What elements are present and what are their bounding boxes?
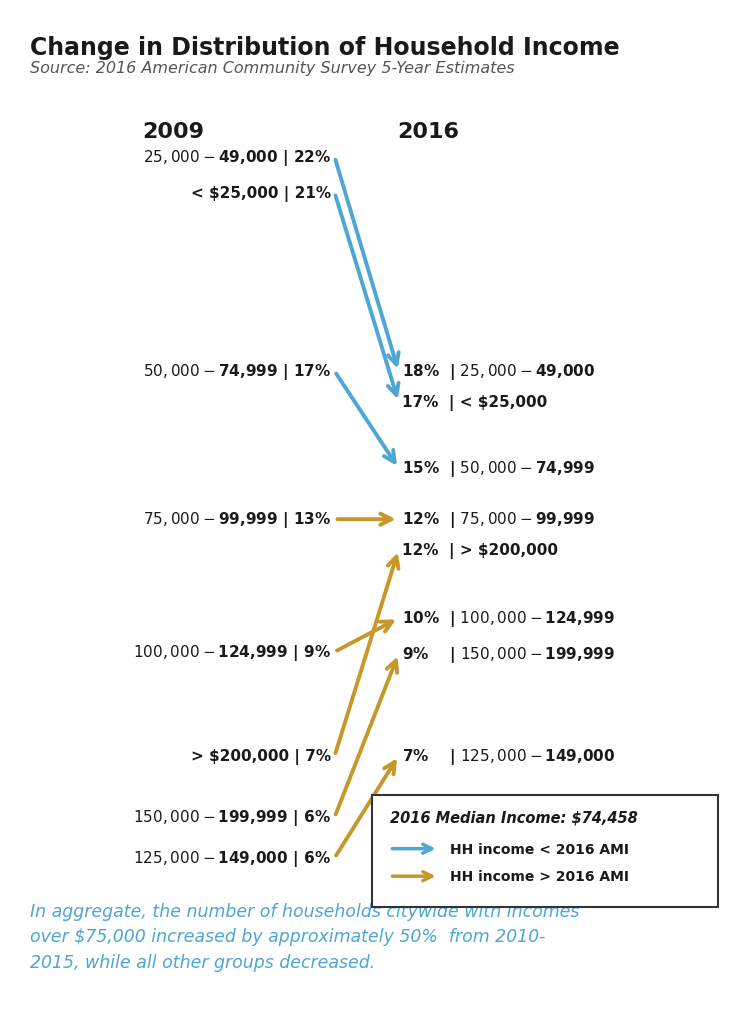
FancyBboxPatch shape — [372, 795, 718, 907]
Text: 18%  | $25,000 - $49,000: 18% | $25,000 - $49,000 — [402, 362, 596, 382]
Text: 17%  | < $25,000: 17% | < $25,000 — [402, 394, 547, 411]
Text: 12%  | $75,000 - $99,999: 12% | $75,000 - $99,999 — [402, 510, 596, 530]
Text: $125,000 - $149,000 | 6%: $125,000 - $149,000 | 6% — [133, 848, 331, 868]
Text: 2016: 2016 — [398, 122, 459, 143]
Text: HH income < 2016 AMI: HH income < 2016 AMI — [450, 842, 629, 856]
Text: 12%  | > $200,000: 12% | > $200,000 — [402, 542, 558, 558]
Text: 15%  | $50,000 - $74,999: 15% | $50,000 - $74,999 — [402, 459, 596, 479]
Text: < $25,000 | 21%: < $25,000 | 21% — [191, 185, 331, 202]
Text: 2009: 2009 — [142, 122, 204, 143]
Text: Source: 2016 American Community Survey 5-Year Estimates: Source: 2016 American Community Survey 5… — [30, 61, 514, 76]
Text: $75,000 - $99,999 | 13%: $75,000 - $99,999 | 13% — [143, 510, 331, 530]
Text: HH income > 2016 AMI: HH income > 2016 AMI — [450, 869, 629, 883]
Text: In aggregate, the number of households citywide with incomes
over $75,000 increa: In aggregate, the number of households c… — [30, 902, 580, 971]
Text: $100,000 - $124,999 | 9%: $100,000 - $124,999 | 9% — [133, 642, 331, 662]
Text: 9%    | $150,000 - $199,999: 9% | $150,000 - $199,999 — [402, 644, 616, 664]
Text: $25,000 - $49,000 | 22%: $25,000 - $49,000 | 22% — [143, 148, 331, 168]
Text: Change in Distribution of Household Income: Change in Distribution of Household Inco… — [30, 36, 620, 60]
Text: 10%  | $100,000 - $124,999: 10% | $100,000 - $124,999 — [402, 608, 616, 629]
Text: 2016 Median Income: $74,458: 2016 Median Income: $74,458 — [390, 810, 637, 825]
Text: > $200,000 | 7%: > $200,000 | 7% — [191, 748, 331, 764]
Text: 7%    | $125,000 - $149,000: 7% | $125,000 - $149,000 — [402, 746, 616, 766]
Text: $50,000 - $74,999 | 17%: $50,000 - $74,999 | 17% — [143, 362, 331, 382]
Text: $150,000 - $199,999 | 6%: $150,000 - $199,999 | 6% — [133, 807, 331, 827]
